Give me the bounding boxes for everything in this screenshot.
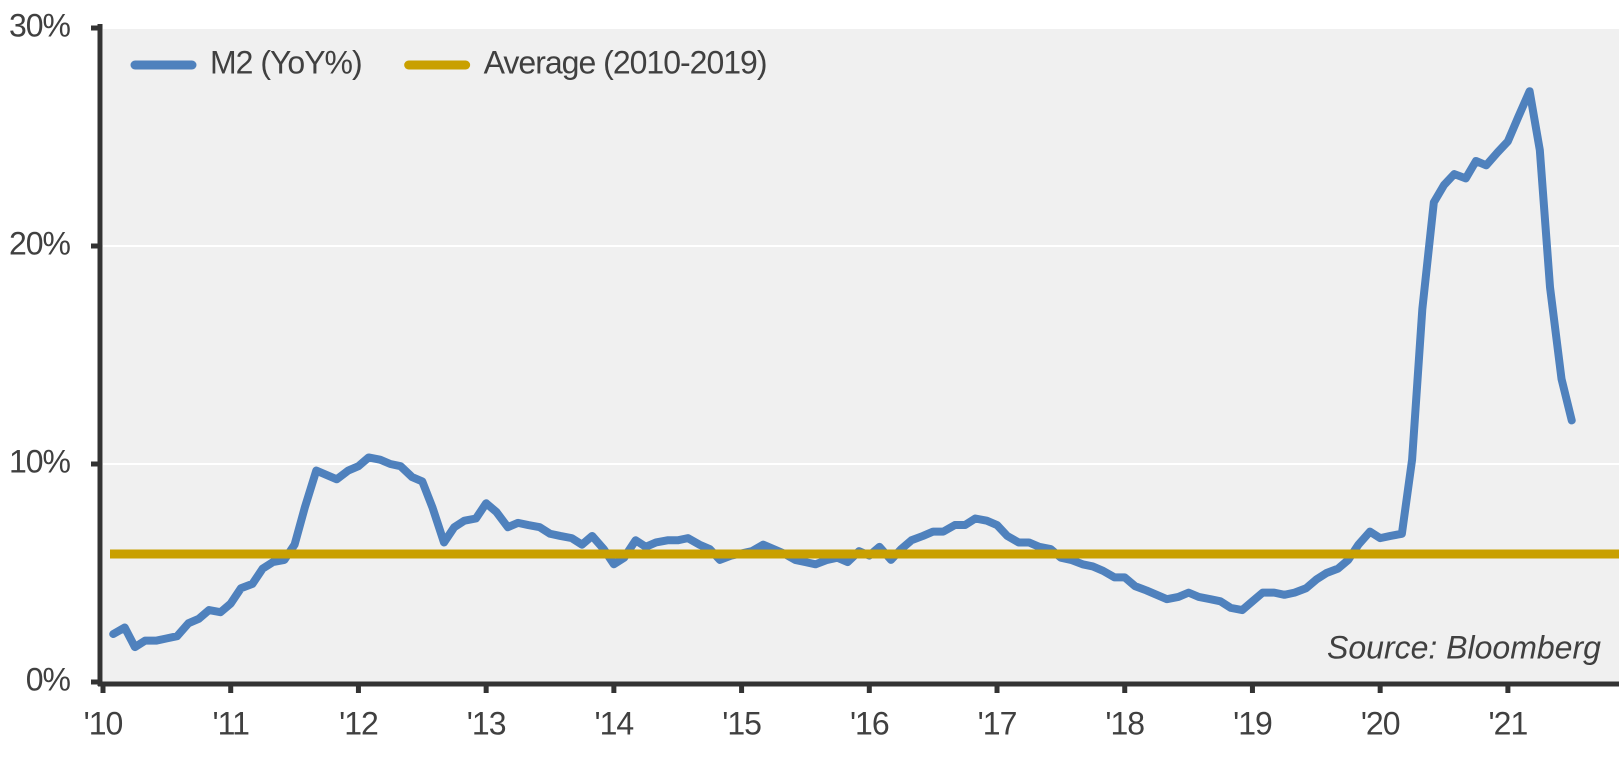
x-tick-label: '15 [722,705,761,741]
x-tick-label: '16 [850,705,889,741]
y-tick-label: 20% [9,225,71,261]
x-tick-label: '13 [467,705,506,741]
x-tick-label: '17 [978,705,1017,741]
source-note: Source: Bloomberg [1327,629,1601,665]
axes: 0% 10% 20% 30% '10 '11 '12 '13 '14 '15 '16 '17 '18 '1… [9,7,1528,741]
x-tick-label: '11 [213,705,250,741]
x-tick-label: '18 [1105,705,1144,741]
x-tick-label: '14 [595,705,634,741]
x-tick-label: '21 [1489,705,1528,741]
x-tick-label: '19 [1233,705,1272,741]
legend-label: Average (2010-2019) [484,44,767,80]
plot-marks [109,87,1619,652]
y-tick-label: 30% [9,7,71,43]
x-tick-label: '12 [339,705,378,741]
plot-area [103,28,1619,682]
x-tick-label: '10 [84,705,123,741]
legend: M2 (YoY%) Average (2010-2019) [130,44,768,80]
legend-label: M2 (YoY%) [210,44,362,80]
y-tick-label: 10% [9,443,71,479]
x-tick-label: '20 [1361,705,1400,741]
m2-line [109,87,1576,652]
y-tick-label: 0% [26,661,71,697]
